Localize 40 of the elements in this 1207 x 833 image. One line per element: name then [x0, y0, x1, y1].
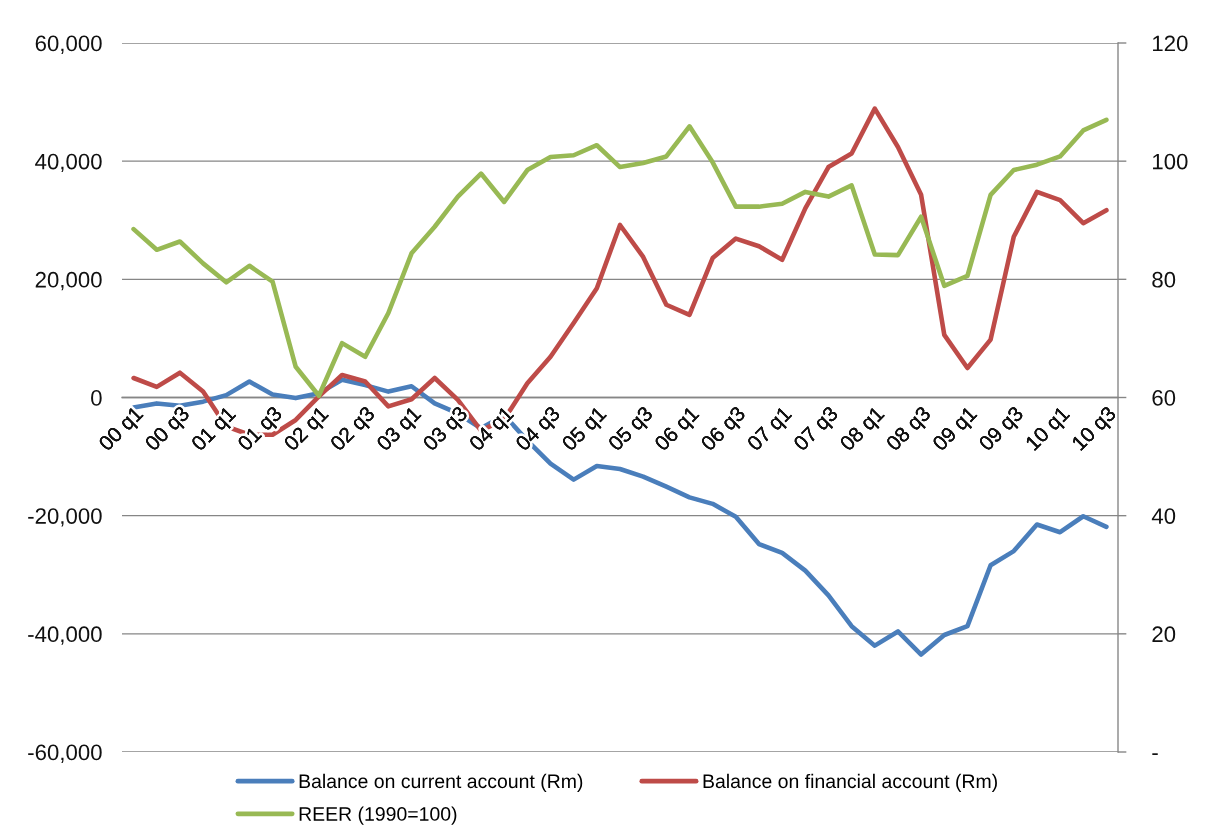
x-tick-label: 06 q3 — [699, 405, 746, 452]
y2-tick-label: 120 — [1153, 35, 1188, 52]
y-tick-label: -20,000 — [28, 508, 102, 527]
y2-tick-label: - — [1152, 753, 1158, 756]
legend-label: Balance on current account (Rm) — [299, 773, 583, 792]
x-tick-label: 01 q3 — [236, 405, 283, 452]
x-tick-label: 05 q3 — [607, 405, 654, 452]
y2-tick-label: 100 — [1153, 153, 1188, 170]
legend-label: REER (1990=100) — [299, 806, 457, 825]
x-tick-label: 02 q1 — [282, 405, 329, 452]
x-tick-label: 08 q1 — [838, 405, 885, 452]
y-tick-label: -40,000 — [28, 626, 102, 645]
x-tick-label: 09 q3 — [977, 405, 1027, 455]
y-tick-label: -60,000 — [28, 744, 102, 763]
y-tick-label: 20,000 — [35, 271, 102, 291]
legend-label: Balance on financial account (Rm) — [703, 773, 997, 792]
y2-tick-label: 40 — [1151, 508, 1176, 524]
x-tick-label: 00 q3 — [144, 405, 191, 452]
y-tick-label: 0 — [91, 390, 102, 406]
x-tick-label: 07 q1 — [746, 405, 793, 452]
line-series — [131, 117, 1109, 399]
x-tick-label: 10 q3 — [1071, 405, 1120, 454]
y2-tick-label: 80 — [1152, 271, 1176, 288]
y-tick-label: 60,000 — [35, 35, 102, 54]
x-tick-label: 03 q3 — [421, 405, 469, 452]
x-tick-label: 10 q1 — [1024, 405, 1074, 454]
y2-tick-label: 20 — [1152, 626, 1176, 643]
x-tick-label: 06 q1 — [653, 405, 700, 452]
x-tick-label: 03 q1 — [375, 405, 422, 452]
x-tick-label: 04 q3 — [514, 405, 561, 452]
y-tick-label: 40,000 — [35, 153, 102, 173]
y2-tick-label: 60 — [1152, 390, 1176, 406]
x-tick-label: 08 q3 — [885, 405, 932, 452]
x-tick-label: 00 q1 — [97, 405, 144, 452]
x-tick-label: 01 q1 — [190, 405, 237, 452]
x-tick-label: 02 q3 — [329, 405, 376, 452]
x-tick-label: 04 q1 — [468, 405, 515, 452]
x-tick-label: 05 q1 — [560, 405, 607, 452]
x-tick-label: 09 q1 — [931, 405, 978, 452]
x-tick-label: 07 q3 — [792, 405, 839, 452]
